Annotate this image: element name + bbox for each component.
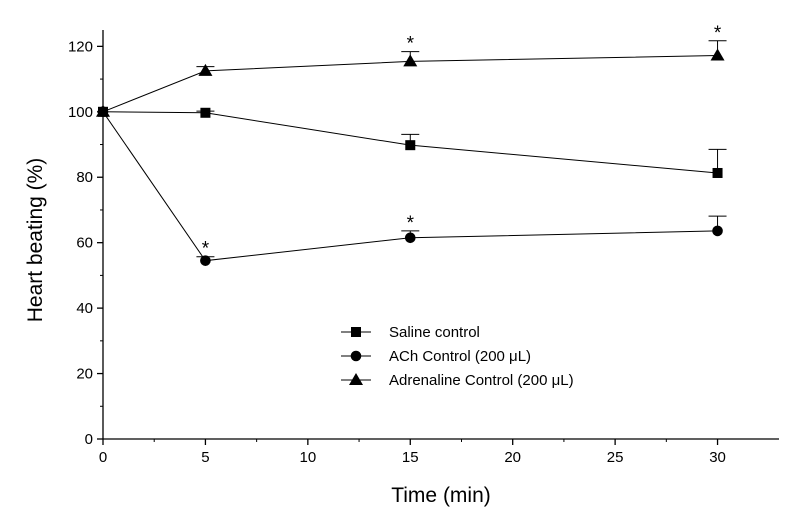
axes: 0 20 40 60 80 100 120 0 5 10 15 20 25 30	[68, 30, 779, 466]
legend-marker	[349, 373, 363, 385]
legend-label: Adrenaline Control (200 μL)	[389, 372, 574, 389]
data-point	[200, 107, 211, 118]
series-line	[102, 111, 718, 174]
data-point	[712, 167, 723, 178]
legend-label: Saline control	[389, 324, 480, 341]
legend-item: ACh Control (200 μL)	[341, 348, 531, 365]
significance-marker: *	[714, 23, 722, 44]
x-tick-label: 15	[402, 449, 419, 466]
x-tick-label: 5	[201, 449, 209, 466]
y-tick-label: 120	[68, 38, 93, 55]
legend-label: ACh Control (200 μL)	[389, 348, 531, 365]
x-axis-title: Time (min)	[391, 484, 491, 507]
data-point	[404, 232, 416, 244]
legend-item: Saline control	[341, 324, 480, 341]
data-point	[403, 54, 418, 67]
series-line	[102, 55, 718, 113]
data-point	[712, 225, 723, 237]
significance-marker: *	[407, 34, 415, 55]
y-axis-title: Heart beating (%)	[24, 158, 47, 323]
x-tick-label: 0	[99, 449, 107, 466]
y-tick-label: 100	[68, 104, 93, 121]
significance-marker: *	[202, 239, 210, 260]
legend-item: Adrenaline Control (200 μL)	[341, 372, 574, 389]
significance-marker: *	[407, 213, 415, 234]
y-tick-label: 20	[76, 366, 93, 383]
series-1	[98, 106, 727, 178]
legend-marker	[351, 327, 361, 337]
series-line	[102, 111, 718, 262]
series-3: **	[96, 23, 727, 117]
y-tick-label: 40	[76, 300, 93, 317]
y-tick-label: 60	[76, 235, 93, 252]
data-point	[710, 48, 725, 61]
legend: Saline control ACh Control (200 μL) Adrena…	[341, 324, 574, 389]
series-2: **	[97, 106, 727, 266]
series-layer: ****	[96, 23, 727, 266]
x-tick-label: 10	[300, 449, 317, 466]
data-point	[198, 63, 213, 76]
data-point	[96, 104, 110, 117]
x-tick-label: 20	[504, 449, 521, 466]
y-tick-label: 80	[76, 169, 93, 186]
data-point	[200, 255, 211, 266]
x-tick-label: 30	[709, 449, 726, 466]
data-point	[405, 140, 416, 151]
legend-marker	[350, 350, 362, 362]
y-tick-label: 0	[85, 431, 93, 448]
x-tick-label: 25	[607, 449, 624, 466]
